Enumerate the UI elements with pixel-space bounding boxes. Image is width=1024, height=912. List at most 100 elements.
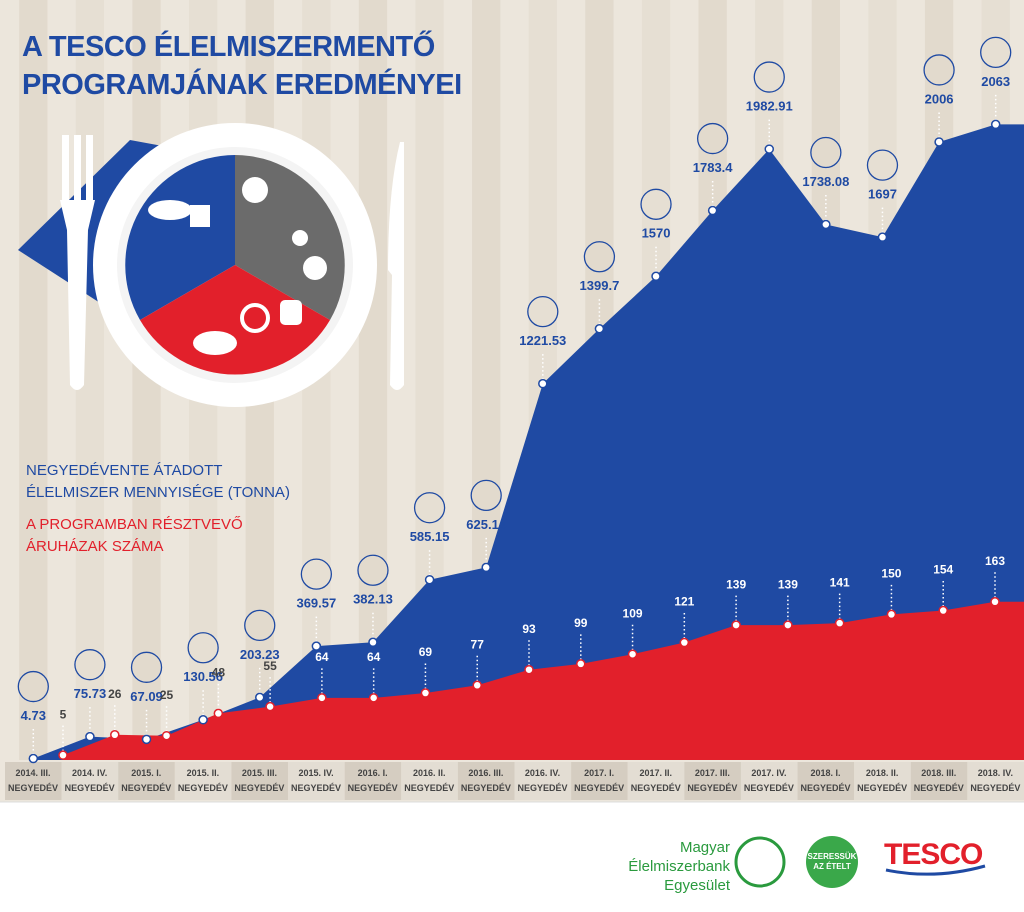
category-band <box>967 762 1024 800</box>
fork <box>74 135 81 205</box>
point <box>481 562 491 573</box>
category-suffix: NEGYEDÉV <box>234 783 285 793</box>
data-label: 150 <box>881 567 901 581</box>
icon <box>303 256 327 280</box>
category: 2017. I. <box>584 768 615 778</box>
data-label: 55 <box>263 659 277 673</box>
category-suffix: NEGYEDÉV <box>857 783 908 793</box>
data-label: 2006 <box>925 91 954 106</box>
data-label: 1221.53 <box>519 333 566 348</box>
icon <box>527 296 559 328</box>
category: 2017. IV. <box>751 768 787 778</box>
data-label: 141 <box>830 575 850 589</box>
data-label: 93 <box>522 622 536 636</box>
data-label: 1982.91 <box>746 99 793 114</box>
point <box>764 144 774 154</box>
point <box>420 688 431 698</box>
point <box>161 730 172 741</box>
chart-title: A TESCO ÉLELMISZERMENTŐ PROGRAMJÁNAK ERE… <box>22 31 462 101</box>
category-band <box>740 762 798 800</box>
category-band <box>174 762 232 800</box>
point <box>317 693 327 703</box>
icon <box>280 300 302 325</box>
point <box>821 219 831 230</box>
category-band <box>571 762 628 800</box>
legend-entry: A PROGRAMBAN RÉSZTVEVŐ ÁRUHÁZAK SZÁMA <box>26 516 243 555</box>
point <box>524 664 534 675</box>
icon <box>640 188 672 220</box>
point <box>651 271 661 282</box>
category-band <box>457 762 515 800</box>
category-suffix: NEGYEDÉV <box>743 783 794 793</box>
point <box>110 730 120 740</box>
category-band <box>61 762 119 800</box>
icon <box>292 230 308 246</box>
category: 2016. II. <box>413 768 446 778</box>
point <box>472 680 482 691</box>
data-label: 1738.08 <box>802 174 849 189</box>
point <box>834 618 845 628</box>
x-tick-label: 2018. IV. NEGYEDÉV <box>967 766 1023 796</box>
point <box>368 637 378 648</box>
fork <box>60 200 95 390</box>
data-label: 369.57 <box>296 596 336 611</box>
point <box>368 693 379 703</box>
category-suffix: NEGYEDÉV <box>460 783 511 793</box>
icon <box>696 122 729 155</box>
data-label: 154 <box>933 563 953 577</box>
category-suffix: NEGYEDÉV <box>347 783 398 793</box>
data-label: 1783.4 <box>693 160 734 175</box>
data-label: 203.23 <box>240 647 280 662</box>
icon <box>193 331 237 355</box>
x-tick-label: 2016. I. NEGYEDÉV <box>345 766 401 796</box>
bank-logo <box>734 836 786 888</box>
icon <box>17 670 49 703</box>
fork <box>86 135 93 205</box>
category-band <box>514 762 572 800</box>
icon <box>866 149 899 181</box>
icon <box>240 303 270 333</box>
category-suffix: NEGYEDÉV <box>574 783 625 793</box>
point <box>783 620 793 630</box>
data-label: 64 <box>315 650 329 664</box>
point <box>627 649 638 659</box>
x-tick-label: 2014. III. NEGYEDÉV <box>5 766 61 796</box>
icon <box>923 54 955 86</box>
category-band <box>684 762 741 800</box>
category-suffix: NEGYEDÉV <box>7 783 58 793</box>
category-suffix: NEGYEDÉV <box>687 783 738 793</box>
point <box>265 701 275 712</box>
icon <box>148 200 192 220</box>
point <box>424 574 435 585</box>
category: 2015. I. <box>131 768 162 778</box>
icon <box>190 205 210 227</box>
x-tick-label: 2015. III. NEGYEDÉV <box>231 766 287 796</box>
data-label: 109 <box>623 606 643 620</box>
icon <box>413 492 446 524</box>
point <box>85 731 95 742</box>
data-label: 67.09 <box>130 689 163 704</box>
point <box>576 659 586 669</box>
x-tick-label: 2017. III. NEGYEDÉV <box>684 766 740 796</box>
data-label: 121 <box>674 595 694 609</box>
point <box>594 324 605 334</box>
icon <box>583 241 616 273</box>
data-label: 26 <box>108 687 122 701</box>
x-tick-label: 2018. III. NEGYEDÉV <box>911 766 967 796</box>
data-label: 5 <box>60 707 67 721</box>
icon <box>74 649 106 681</box>
fork <box>62 135 69 205</box>
data-label: 382.13 <box>353 592 393 607</box>
x-tick-label: 2017. II. NEGYEDÉV <box>628 766 684 796</box>
x-tick-label: 2017. I. NEGYEDÉV <box>571 766 627 796</box>
icon <box>470 479 502 512</box>
category-band <box>118 762 175 800</box>
point <box>311 641 322 651</box>
category: 2016. IV. <box>524 768 561 778</box>
category-suffix: NEGYEDÉV <box>630 783 681 793</box>
point <box>707 205 718 216</box>
category: 2016. I. <box>357 768 388 778</box>
x-tick-label: 2016. III. NEGYEDÉV <box>458 766 514 796</box>
data-label: 139 <box>778 577 798 591</box>
